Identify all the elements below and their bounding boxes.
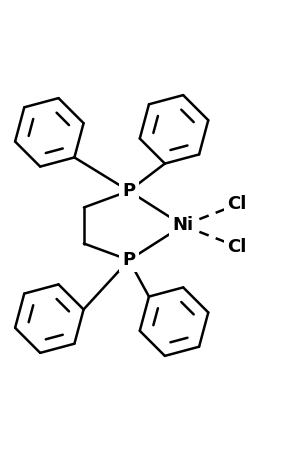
Text: P: P	[122, 251, 136, 269]
Text: P: P	[122, 182, 136, 200]
Text: Cl: Cl	[227, 195, 247, 213]
Text: Cl: Cl	[227, 238, 247, 256]
Text: Ni: Ni	[173, 216, 194, 235]
